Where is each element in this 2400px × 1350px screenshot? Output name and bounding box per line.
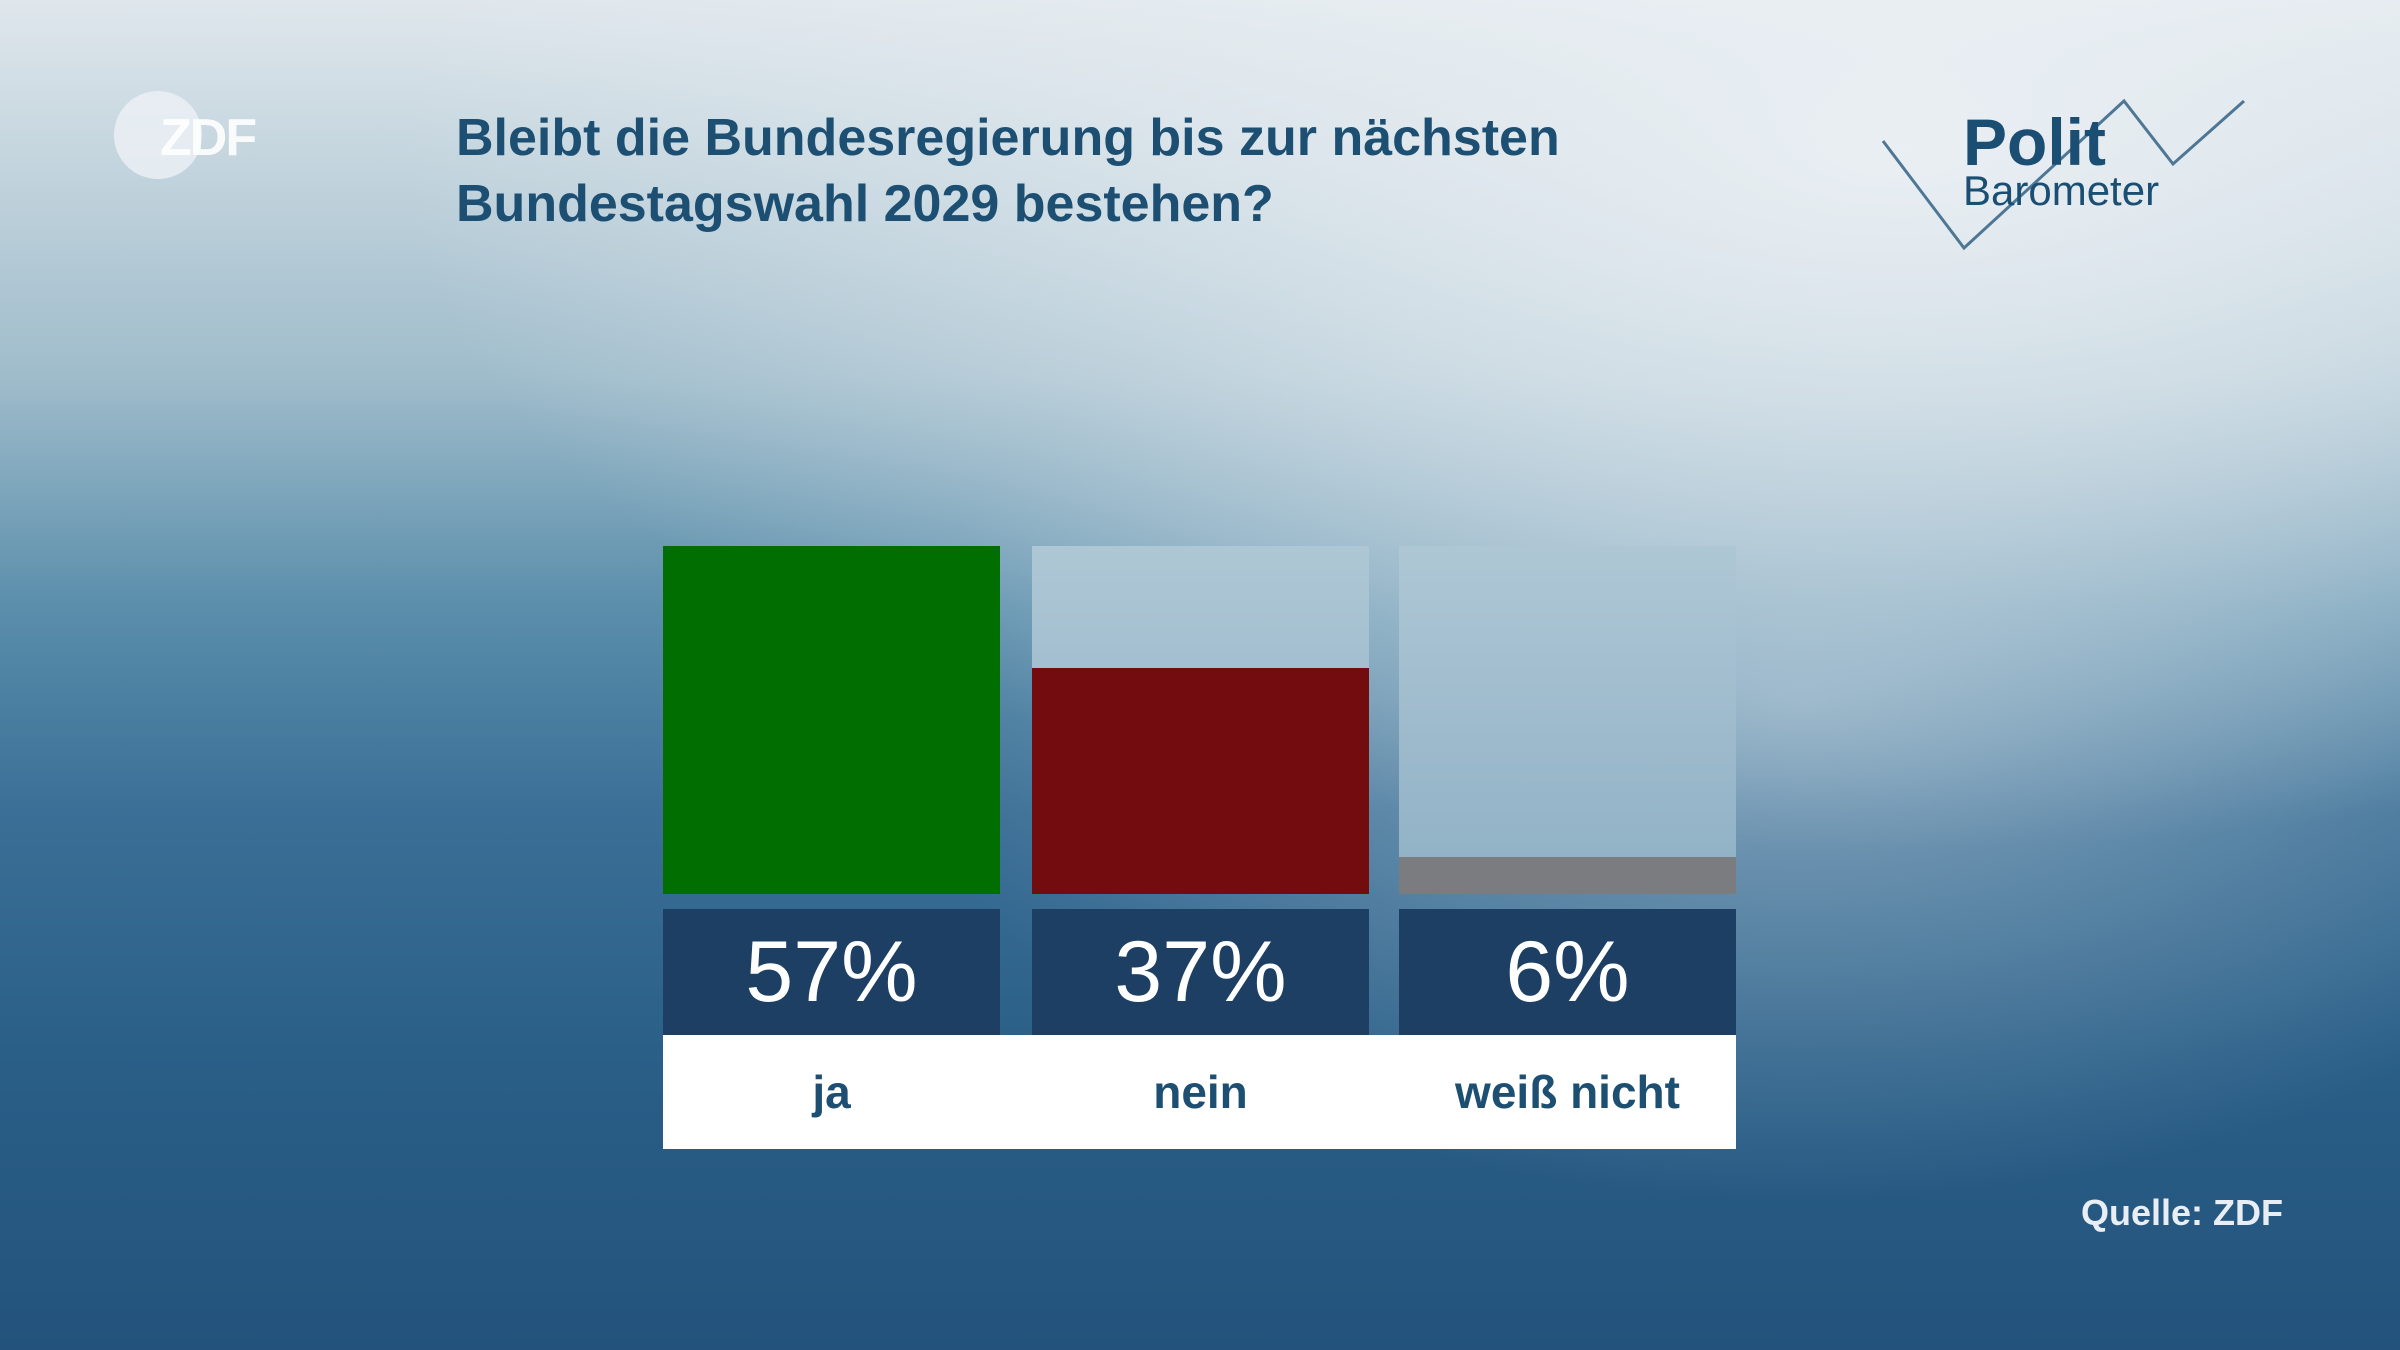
- logo-polit: Polit: [1963, 105, 2106, 179]
- value-label-0: 57%: [663, 909, 1000, 1035]
- category-label-strip: ja nein weiß nicht: [663, 1035, 1736, 1149]
- bar-0: [663, 546, 1000, 894]
- politbarometer-logo: Polit Barometer: [1881, 98, 2245, 251]
- source-note: Quelle: ZDF: [2081, 1192, 2284, 1233]
- bar-track-2: [1399, 546, 1736, 894]
- category-label-0: ja: [812, 1066, 851, 1118]
- category-label-1: nein: [1153, 1066, 1248, 1118]
- bar-1: [1032, 668, 1369, 894]
- chart-title: Bleibt die Bundesregierung bis zur nächs…: [456, 105, 1560, 237]
- title-line-2: Bundestagswahl 2029 bestehen?: [456, 175, 1274, 233]
- logo-zigzag-line: [1881, 98, 2245, 251]
- bar-2: [1399, 857, 1736, 894]
- value-label-2: 6%: [1399, 909, 1736, 1035]
- zdf-logo: ZDF: [160, 109, 257, 167]
- title-line-1: Bleibt die Bundesregierung bis zur nächs…: [456, 109, 1560, 167]
- value-label-1: 37%: [1032, 909, 1369, 1035]
- logo-barometer: Barometer: [1963, 167, 2159, 214]
- category-label-2: weiß nicht: [1455, 1066, 1680, 1118]
- zdf-logo-circle: [114, 91, 202, 179]
